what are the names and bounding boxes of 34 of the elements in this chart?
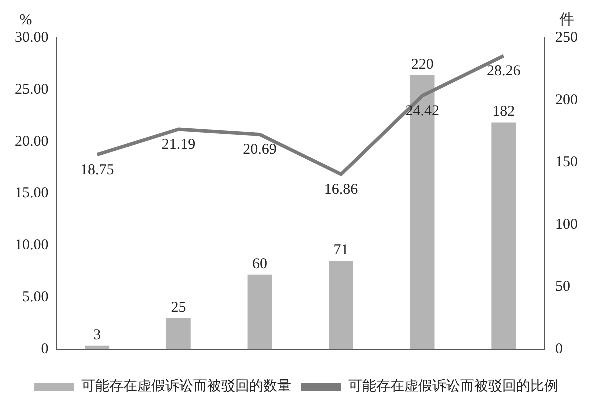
y-tick-label: 15.00 <box>15 186 49 202</box>
data-label: 220 <box>411 56 434 73</box>
data-label: 20.69 <box>243 142 277 158</box>
y-tick-label: 30.00 <box>15 30 49 46</box>
y-tick-label: 10.00 <box>15 238 49 254</box>
data-label: 71 <box>334 242 349 259</box>
legend-label: 可能存在虚假诉讼而被驳回的比例 <box>348 378 558 395</box>
data-label: 182 <box>492 104 516 120</box>
data-label: 21.19 <box>162 136 196 153</box>
y2-axis-title: 件 <box>560 12 574 28</box>
data-label: 60 <box>252 256 268 272</box>
y2-tick-label: 250 <box>556 30 578 46</box>
y2-tick-label: 50 <box>556 279 570 296</box>
data-label: 25 <box>171 300 186 316</box>
bar <box>492 122 516 350</box>
legend-label: 可能存在虚假诉讼而被驳回的数量 <box>82 378 292 395</box>
y-tick-label: 5.00 <box>22 290 49 306</box>
y-tick-label: 25.00 <box>15 82 49 98</box>
y-tick-label: 20.00 <box>15 134 49 150</box>
y-axis-title: % <box>20 12 32 28</box>
data-label: 3 <box>94 327 102 344</box>
y2-tick-label: 200 <box>556 92 578 108</box>
bar <box>329 261 354 350</box>
data-label: 18.75 <box>80 162 114 178</box>
bar <box>166 318 191 350</box>
y-tick-label: 0 <box>41 342 49 358</box>
data-label: 16.86 <box>324 182 359 198</box>
y2-tick-label: 0 <box>556 342 563 358</box>
y2-tick-label: 100 <box>556 216 578 233</box>
y2-tick-label: 150 <box>556 154 578 171</box>
bar <box>248 274 272 350</box>
data-label: 24.42 <box>406 103 440 120</box>
bar <box>85 346 110 350</box>
data-label: 28.26 <box>486 64 522 80</box>
